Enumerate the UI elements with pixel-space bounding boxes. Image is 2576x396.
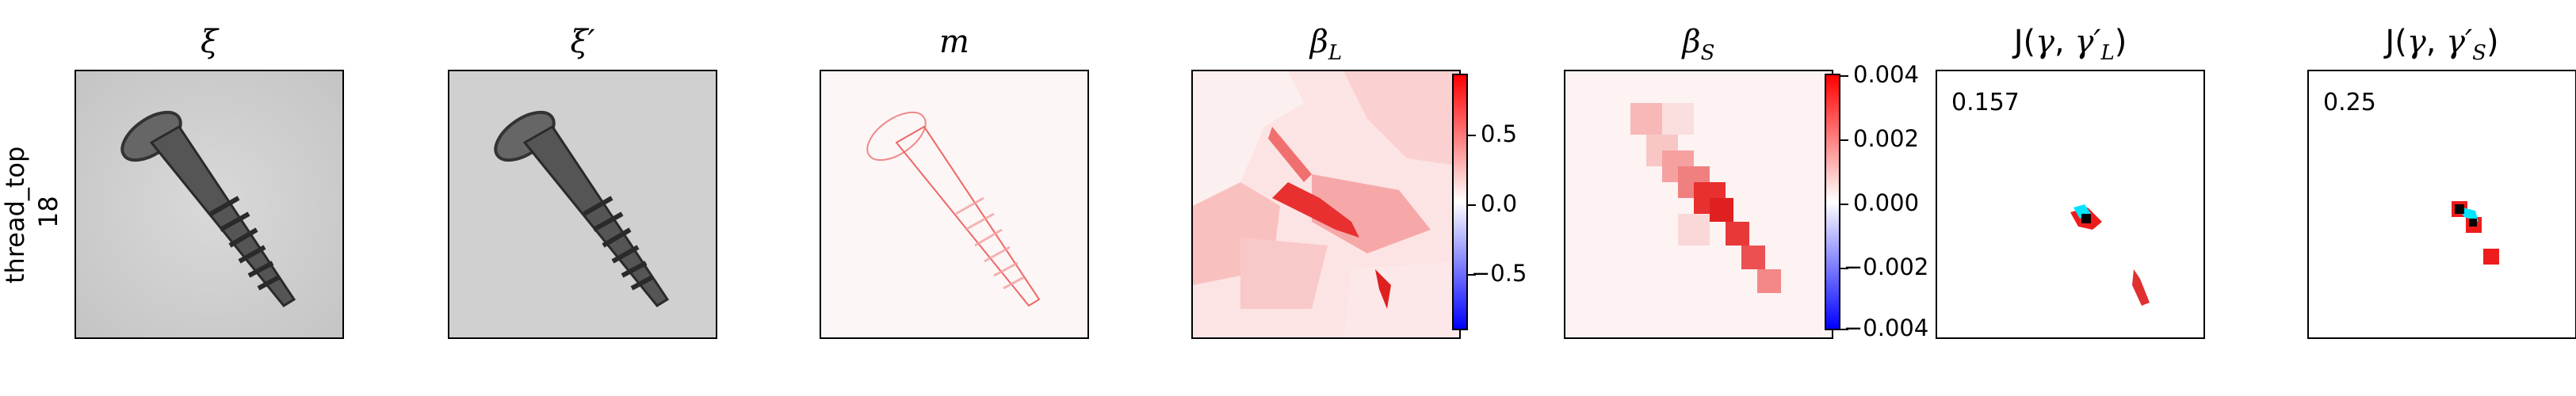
row-label-category: thread_top xyxy=(0,146,30,284)
score-j-s: 0.25 xyxy=(2323,89,2376,116)
image-beta-s xyxy=(1564,70,1833,339)
colorbar-beta-s-tick xyxy=(1840,329,1848,330)
row-label-index: 18 xyxy=(33,196,63,228)
panel-title-m: m xyxy=(939,24,969,60)
colorbar-beta-l-tick-label: −0.5 xyxy=(1471,260,1527,287)
image-mask xyxy=(820,70,1089,339)
screw-image-perturbed xyxy=(449,71,716,337)
colorbar-beta-l-tick xyxy=(1468,135,1476,136)
colorbar-beta-s-tick xyxy=(1840,204,1848,205)
panel-title-xi-prime: ξ′ xyxy=(570,24,595,60)
colorbar-beta-l-tick-label: 0.0 xyxy=(1481,190,1518,217)
image-j-s: 0.25 xyxy=(2307,70,2576,339)
image-xi xyxy=(75,70,344,339)
colorbar-beta-l-tick-label: 0.5 xyxy=(1481,120,1518,147)
panel-title-beta-s: βS xyxy=(1682,24,1715,65)
image-xi-prime xyxy=(448,70,717,339)
overlap-s-map xyxy=(2452,201,2499,265)
colorbar-beta-s xyxy=(1825,74,1840,330)
panel-title-beta-l: βL xyxy=(1309,24,1343,65)
colorbar-beta-s-tick-label: 0.000 xyxy=(1853,189,1920,216)
panel-title-xi: ξ xyxy=(200,24,219,60)
colorbar-beta-s-tick-label: −0.002 xyxy=(1844,253,1929,280)
colorbar-beta-s-tick xyxy=(1840,139,1848,141)
colorbar-beta-s-tick-label: 0.004 xyxy=(1853,61,1920,88)
screw-image xyxy=(76,71,342,337)
colorbar-beta-s-tick xyxy=(1840,268,1848,269)
image-beta-l xyxy=(1191,70,1461,339)
panel-title-j-l: J(γ, γ′L) xyxy=(2013,24,2127,65)
image-j-l: 0.157 xyxy=(1936,70,2205,339)
colorbar-beta-s-tick xyxy=(1840,75,1848,77)
colorbar-beta-l xyxy=(1452,74,1468,330)
mask-image xyxy=(821,71,1087,337)
overlap-l-map xyxy=(2070,204,2150,306)
colorbar-beta-l-tick xyxy=(1468,274,1476,276)
score-j-l: 0.157 xyxy=(1951,89,2020,116)
colorbar-beta-s-tick-label: −0.004 xyxy=(1844,314,1929,341)
colorbar-beta-s-tick-label: 0.002 xyxy=(1853,125,1920,152)
beta-l-heatmap xyxy=(1193,71,1459,337)
panel-title-j-s: J(γ, γ′S) xyxy=(2385,24,2499,65)
colorbar-beta-l-tick xyxy=(1468,204,1476,206)
beta-s-heatmap xyxy=(1565,71,1832,337)
